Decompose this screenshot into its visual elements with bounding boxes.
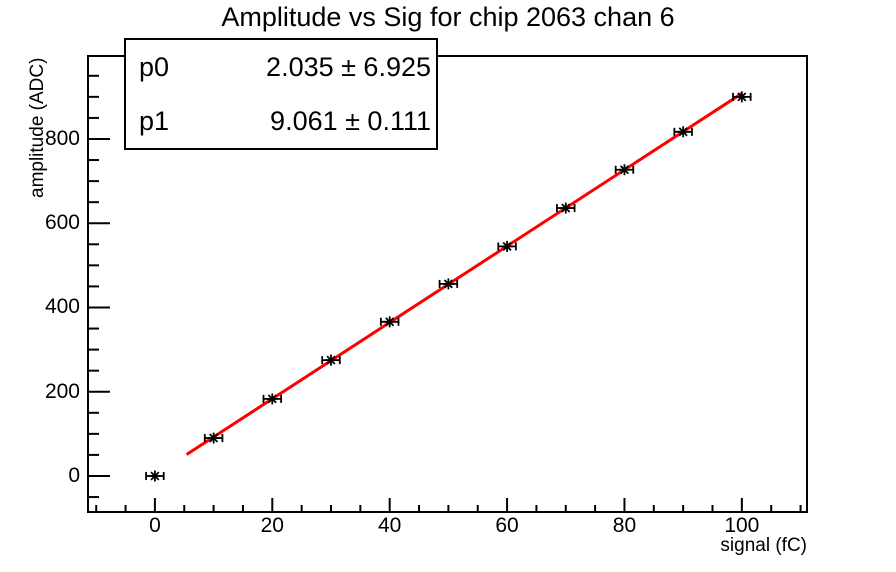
data-point-marker bbox=[326, 355, 336, 365]
x-tick-label: 40 bbox=[377, 514, 402, 537]
y-tick-label: 200 bbox=[44, 379, 80, 403]
x-tick-label: 100 bbox=[724, 514, 760, 537]
fit-param-row-p0: p0 2.035 ± 6.925 bbox=[126, 40, 436, 94]
data-point-marker bbox=[737, 92, 747, 102]
y-tick-label: 400 bbox=[44, 295, 80, 319]
data-point-marker bbox=[678, 127, 688, 137]
fit-param-value: 2.035 ± 6.925 bbox=[266, 51, 431, 82]
data-point-marker bbox=[443, 279, 453, 289]
data-point-marker bbox=[561, 203, 571, 213]
fit-param-value: 9.061 ± 0.111 bbox=[270, 105, 431, 136]
fit-param-name: p0 bbox=[139, 51, 170, 82]
x-tick-label: 0 bbox=[149, 514, 161, 537]
data-point-marker bbox=[267, 394, 277, 404]
x-tick-label: 80 bbox=[612, 514, 637, 537]
data-point-marker bbox=[385, 317, 395, 327]
data-point-marker bbox=[502, 241, 512, 251]
y-tick-label: 0 bbox=[68, 463, 80, 487]
x-tick-label: 60 bbox=[495, 514, 519, 537]
fit-line bbox=[185, 92, 743, 456]
fit-param-row-p1: p1 9.061 ± 0.111 bbox=[126, 94, 436, 148]
fit-params-box: p0 2.035 ± 6.925 p1 9.061 ± 0.111 bbox=[124, 38, 438, 150]
y-tick-label: 800 bbox=[44, 126, 80, 150]
x-tick-label: 20 bbox=[260, 514, 284, 537]
fit-param-name: p1 bbox=[139, 105, 170, 136]
y-tick-label: 600 bbox=[44, 211, 80, 235]
data-point-marker bbox=[619, 165, 629, 175]
data-point-marker bbox=[209, 433, 219, 443]
chart-title: Amplitude vs Sig for chip 2063 chan 6 bbox=[221, 2, 675, 32]
x-axis-title: signal (fC) bbox=[720, 535, 807, 556]
data-point-marker bbox=[150, 471, 160, 481]
